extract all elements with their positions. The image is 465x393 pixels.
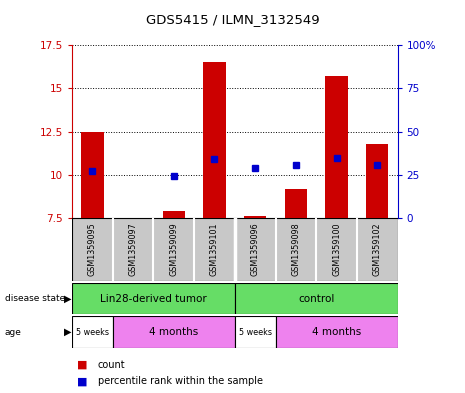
Text: ▶: ▶ [64, 294, 71, 304]
Text: count: count [98, 360, 125, 370]
Bar [163, 211, 185, 218]
Bar [285, 189, 307, 218]
Bar [113, 316, 235, 348]
Text: 4 months: 4 months [312, 327, 361, 337]
Text: disease state: disease state [5, 294, 65, 303]
Text: control: control [298, 294, 334, 304]
Bar [235, 316, 275, 348]
Text: age: age [5, 328, 21, 336]
Text: Lin28-derived tumor: Lin28-derived tumor [100, 294, 207, 304]
Text: 5 weeks: 5 weeks [76, 328, 109, 336]
Text: GSM1359102: GSM1359102 [373, 223, 382, 276]
Bar [366, 144, 388, 218]
Text: GSM1359100: GSM1359100 [332, 223, 341, 276]
Bar [203, 62, 226, 218]
Text: GSM1359101: GSM1359101 [210, 223, 219, 276]
Text: GSM1359096: GSM1359096 [251, 223, 259, 276]
Bar [81, 132, 104, 218]
Text: GSM1359099: GSM1359099 [169, 223, 178, 276]
Text: GSM1359095: GSM1359095 [88, 223, 97, 276]
Text: GSM1359097: GSM1359097 [129, 223, 138, 276]
Bar [72, 316, 113, 348]
Bar [244, 217, 266, 218]
Text: ■: ■ [77, 376, 87, 386]
Text: GDS5415 / ILMN_3132549: GDS5415 / ILMN_3132549 [146, 13, 319, 26]
Text: ▶: ▶ [64, 327, 71, 337]
Text: percentile rank within the sample: percentile rank within the sample [98, 376, 263, 386]
Bar [72, 283, 235, 314]
Text: 4 months: 4 months [149, 327, 199, 337]
Text: 5 weeks: 5 weeks [239, 328, 272, 336]
Text: GSM1359098: GSM1359098 [292, 223, 300, 276]
Text: ■: ■ [77, 360, 87, 370]
Bar [235, 283, 398, 314]
Bar [275, 316, 398, 348]
Bar [326, 76, 348, 218]
